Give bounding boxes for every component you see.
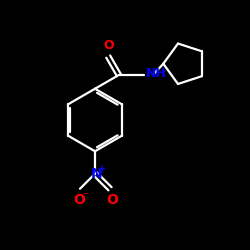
Text: O: O bbox=[73, 192, 85, 206]
Text: O: O bbox=[106, 192, 118, 206]
Text: N: N bbox=[90, 167, 102, 181]
Text: NH: NH bbox=[146, 67, 167, 80]
Text: +: + bbox=[98, 164, 106, 174]
Text: O: O bbox=[103, 39, 114, 52]
Text: ⁻: ⁻ bbox=[82, 191, 88, 201]
